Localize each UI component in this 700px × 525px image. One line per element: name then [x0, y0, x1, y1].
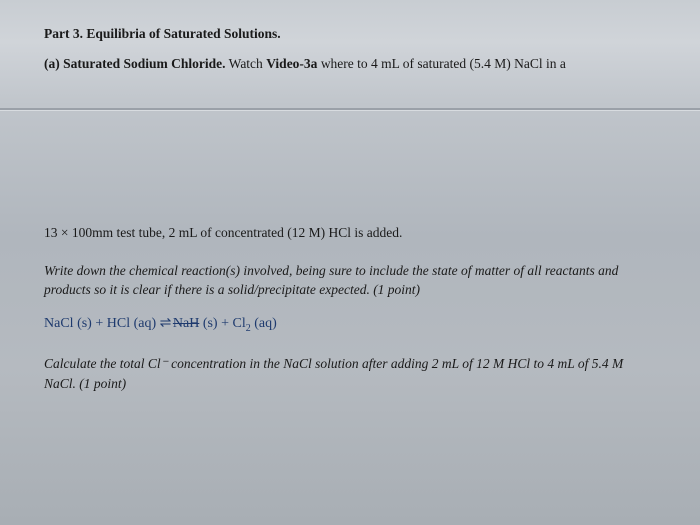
subpart-label: (a) Saturated Sodium Chloride. — [44, 56, 226, 71]
continuation-line: 13 × 100mm test tube, 2 mL of concentrat… — [44, 223, 656, 243]
eq-plus1: + — [95, 316, 106, 331]
eq-rhs2-sub: 2 — [246, 323, 251, 334]
eq-rhs2-state: (aq) — [254, 316, 277, 331]
eq-lhs1: NaCl — [44, 316, 74, 331]
prompt-reaction: Write down the chemical reaction(s) invo… — [44, 261, 656, 300]
video-ref: Video-3a — [266, 56, 317, 71]
eq-lhs1-state: (s) — [77, 316, 92, 331]
chemical-equation: NaCl (s) + HCl (aq) ⇌ NaH (s) + Cl2 (aq) — [44, 314, 656, 336]
eq-arrow: ⇌ — [160, 316, 173, 331]
eq-rhs1-state: (s) — [203, 316, 218, 331]
subpart-text1: Watch — [229, 56, 267, 71]
eq-lhs2: HCl — [107, 316, 130, 331]
subpart-text2: where to 4 mL of saturated (5.4 M) NaCl … — [321, 56, 566, 71]
subpart-line: (a) Saturated Sodium Chloride. Watch Vid… — [44, 54, 656, 74]
eq-plus2: + — [221, 316, 232, 331]
prompt-calculation: Calculate the total Cl⁻ concentration in… — [44, 354, 656, 393]
eq-lhs2-state: (aq) — [134, 316, 157, 331]
eq-rhs1-strike: NaH — [173, 316, 199, 331]
part-title: Part 3. Equilibria of Saturated Solution… — [44, 24, 656, 44]
eq-rhs2: Cl — [233, 316, 246, 331]
document-page: Part 3. Equilibria of Saturated Solution… — [0, 0, 700, 525]
